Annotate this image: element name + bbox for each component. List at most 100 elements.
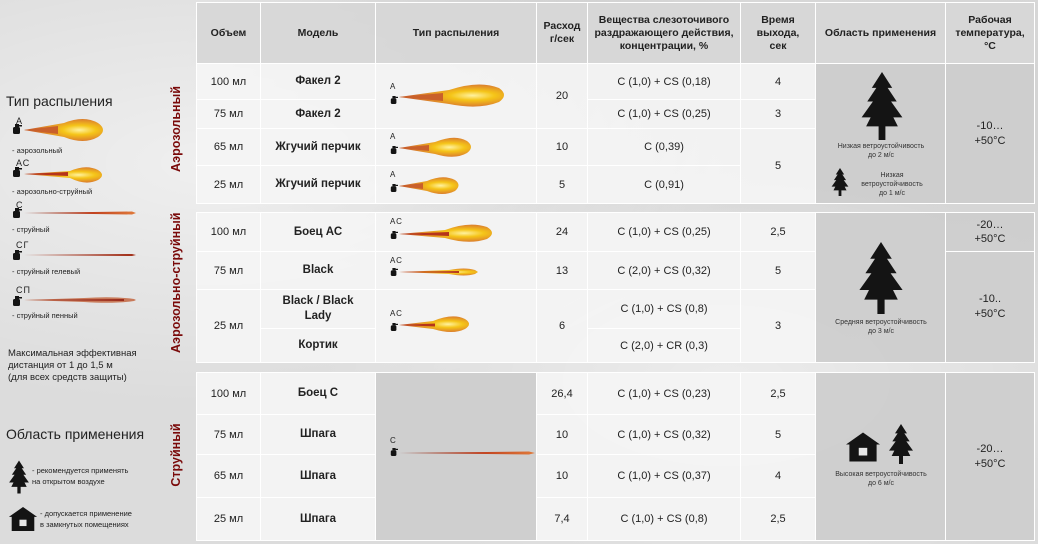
header-temperature: Рабочая температура, °С xyxy=(945,2,1035,64)
legend-label-c: - струйный xyxy=(12,225,50,234)
spray-can-icon xyxy=(12,208,22,218)
cell-temperature: -20… +50°С xyxy=(945,212,1035,252)
cell-rate: 24 xyxy=(536,212,588,252)
cell-exit-time: 5 xyxy=(740,128,816,204)
header-agents: Вещества слезоточивого раздражающего дей… xyxy=(587,2,741,64)
cell-model: Факел 2 xyxy=(260,99,376,129)
jet-stream-icon xyxy=(24,211,136,215)
header-volume: Объем xyxy=(196,2,261,64)
header-exit-time: Время выхода, сек xyxy=(740,2,816,64)
house-icon xyxy=(8,507,38,531)
cell-agent: С (1,0) + CS (0,8) xyxy=(587,497,741,541)
section-label-aerosol-jet: Аэрозольно-струйный xyxy=(169,212,183,353)
cell-temperature: -20… +50°С xyxy=(945,372,1035,541)
legend-code-sp: СП xyxy=(16,285,31,295)
cell-exit-time: 5 xyxy=(740,414,816,455)
cell-volume: 75 мл xyxy=(196,99,261,129)
spray-can-icon xyxy=(12,296,22,306)
cell-volume: 65 мл xyxy=(196,454,261,498)
cell-rate: 20 xyxy=(536,63,588,129)
spray-illustration-aerosol-jet: АС xyxy=(390,256,480,282)
cell-rate: 10 xyxy=(536,454,588,498)
cell-volume: 75 мл xyxy=(196,414,261,455)
cell-rate: 10 xyxy=(536,414,588,455)
cell-model: Кортик xyxy=(260,328,376,363)
cell-spray-type xyxy=(375,372,537,541)
area-caption: Средняя ветроустойчивость до 3 м/с xyxy=(835,319,927,335)
cell-exit-time: 2,5 xyxy=(740,497,816,541)
spray-can-icon xyxy=(390,146,398,154)
aerosol-flame-icon xyxy=(399,84,504,107)
cell-model: Жгучий перчик xyxy=(260,165,376,204)
cell-agent: С (1,0) + CS (0,37) xyxy=(587,454,741,498)
cell-agent: С (1,0) + CS (0,8) xyxy=(587,289,741,329)
cell-temperature: -10… +50°С xyxy=(945,63,1035,204)
legend-label-ac: - аэрозольно-струйный xyxy=(12,187,93,196)
spray-illustration-aerosol: А xyxy=(390,82,510,110)
cell-area xyxy=(815,372,946,541)
spray-can-icon xyxy=(390,184,398,192)
header-model: Модель xyxy=(260,2,376,64)
tree-icon xyxy=(858,72,906,140)
spray-can-icon xyxy=(12,167,22,177)
cell-agent: С (1,0) + CS (0,25) xyxy=(587,99,741,129)
cell-agent: С (1,0) + CS (0,18) xyxy=(587,63,741,100)
cell-volume: 100 мл xyxy=(196,372,261,415)
cell-exit-time: 4 xyxy=(740,454,816,498)
cell-temperature: -10.. +50°С xyxy=(945,251,1035,363)
foam-stream-icon xyxy=(24,297,136,303)
cell-agent: С (1,0) + CS (0,32) xyxy=(587,414,741,455)
cell-agent: С (0,91) xyxy=(587,165,741,204)
aerosol-jet-flame-icon xyxy=(399,316,469,332)
legend-area-title: Область применения xyxy=(6,426,145,442)
legend-label-a: - аэрозольный xyxy=(12,146,63,155)
cell-model: Шпага xyxy=(260,414,376,455)
area-caption: Низкая ветроустойчивость до 2 м/с xyxy=(837,143,925,159)
legend-spray-title: Тип распыления xyxy=(6,93,113,109)
spray-illustration-aerosol: А xyxy=(390,132,480,158)
aerosol-jet-flame-icon xyxy=(24,167,102,183)
legend-code-ac: АС xyxy=(16,158,31,168)
cell-volume: 100 мл xyxy=(196,212,261,252)
cell-agent: С (0,39) xyxy=(587,128,741,166)
tree-icon xyxy=(8,460,30,494)
cell-model: Факел 2 xyxy=(260,63,376,100)
section-label-aerosol: Аэрозольный xyxy=(169,86,183,172)
spray-can-icon xyxy=(390,448,398,456)
spray-can-icon xyxy=(390,231,398,239)
spray-can-icon xyxy=(390,268,398,276)
header-spray-type: Тип распыления xyxy=(375,2,537,64)
cell-model: Black / Black Lady xyxy=(260,289,376,329)
tree-icon xyxy=(887,424,915,464)
spray-can-icon xyxy=(390,96,398,104)
legend-label-sg: - струйный гелевый xyxy=(12,267,81,276)
cell-model: Жгучий перчик xyxy=(260,128,376,166)
area-caption: Низкая ветроустойчивость до 1 м/с xyxy=(861,172,923,197)
cell-model: Боец АС xyxy=(260,212,376,252)
distance-note: Максимальная эффективная дистанция от 1 … xyxy=(8,348,137,383)
aerosol-flame-icon xyxy=(24,119,103,141)
legend-code-a: А xyxy=(16,116,24,126)
cell-rate: 7,4 xyxy=(536,497,588,541)
cell-volume: 25 мл xyxy=(196,497,261,541)
jet-stream-icon xyxy=(399,451,535,455)
spray-can-icon xyxy=(390,323,398,331)
cell-agent: С (2,0) + CR (0,3) xyxy=(587,328,741,363)
cell-volume: 100 мл xyxy=(196,63,261,100)
cell-model: Шпага xyxy=(260,454,376,498)
section-label-jet: Струйный xyxy=(169,423,183,487)
cell-exit-time: 3 xyxy=(740,289,816,363)
spray-can-icon xyxy=(12,124,22,134)
cell-rate: 5 xyxy=(536,165,588,204)
cell-model: Боец С xyxy=(260,372,376,415)
cell-model: Шпага xyxy=(260,497,376,541)
spray-illustration-aerosol: А xyxy=(390,170,470,196)
spray-illustration-aerosol-jet: АС xyxy=(390,217,510,245)
tree-icon xyxy=(830,168,850,196)
area-caption: Высокая ветроустойчивость до 6 м/с xyxy=(835,471,927,487)
cell-agent: С (1,0) + CS (0,23) xyxy=(587,372,741,415)
cell-exit-time: 2,5 xyxy=(740,372,816,415)
cell-volume: 75 мл xyxy=(196,251,261,290)
cell-model: Black xyxy=(260,251,376,290)
spray-can-icon xyxy=(12,250,22,260)
